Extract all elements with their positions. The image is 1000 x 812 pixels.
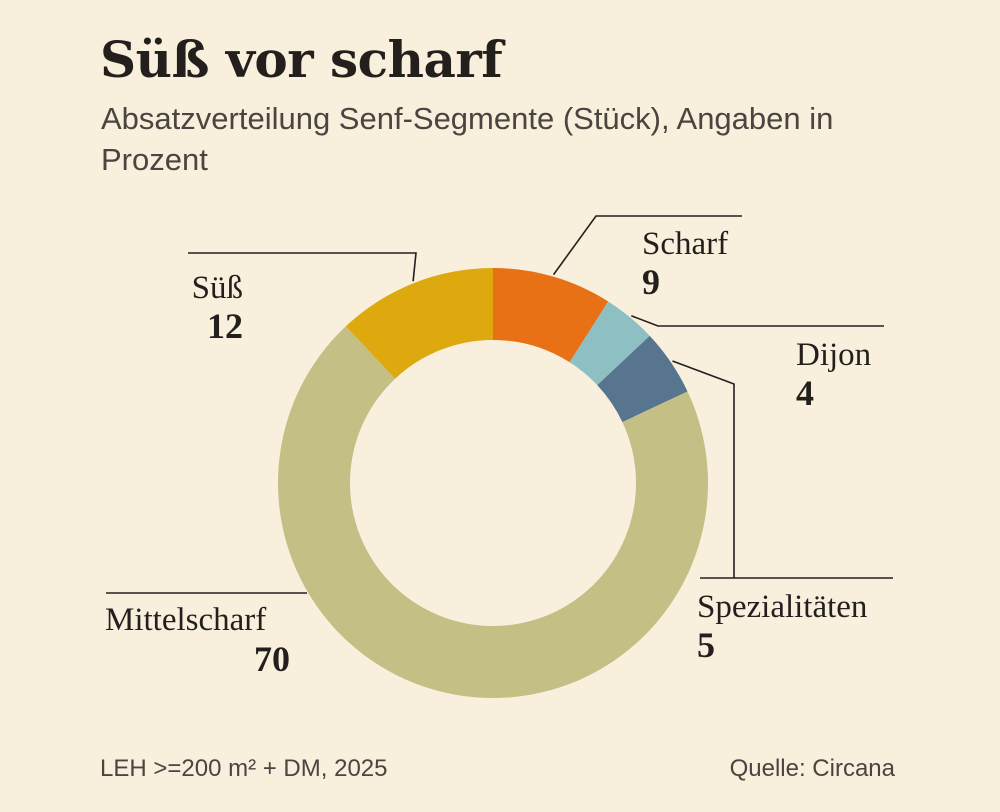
slice-spezialit-ten [597, 335, 688, 423]
slice-s- [345, 268, 493, 379]
slice-value-scharf: 9 [642, 262, 660, 302]
leader-line-suess [188, 252, 417, 282]
slice-label-mittelscharf: Mittelscharf [105, 602, 266, 638]
leader-lines [106, 215, 893, 594]
slice-label-suess: Süß [192, 270, 243, 306]
slice-value-spezialitaeten: 5 [697, 625, 715, 665]
chart-title: Süß vor scharf [100, 30, 503, 89]
donut-slices [278, 268, 708, 698]
slice-dijon [569, 301, 650, 386]
slice-label-dijon: Dijon [796, 337, 871, 373]
footnote: LEH >=200 m² + DM, 2025 [100, 755, 388, 782]
leader-line-dijon [631, 315, 884, 327]
slice-scharf [493, 268, 609, 363]
slice-value-suess: 12 [207, 306, 243, 346]
slice-mittelscharf [278, 326, 708, 698]
leader-line-scharf [552, 215, 742, 276]
slice-label-scharf: Scharf [642, 226, 728, 262]
source-note: Quelle: Circana [729, 755, 895, 782]
slice-label-spezialitaeten: Spezialitäten [697, 589, 867, 625]
leader-line-spezialitaeten [672, 360, 893, 579]
chart-subtitle: Absatzverteilung Senf-Segmente (Stück), … [101, 101, 834, 177]
slice-value-dijon: 4 [796, 373, 814, 413]
slice-value-mittelscharf: 70 [254, 639, 290, 679]
